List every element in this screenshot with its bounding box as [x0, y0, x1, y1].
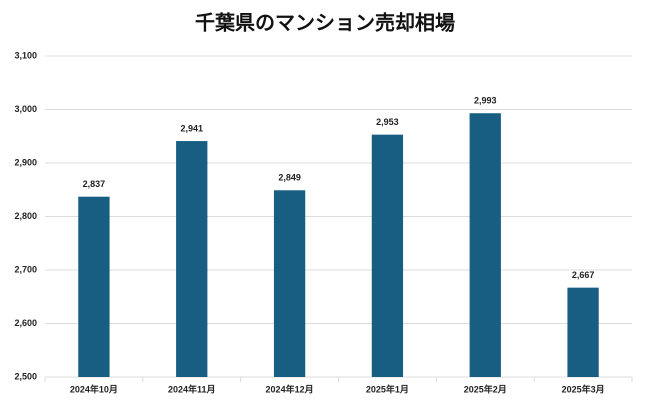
x-tick-label: 2025年2月: [464, 383, 507, 394]
value-label: 2,849: [278, 173, 301, 183]
bar: [567, 287, 599, 377]
value-label: 2,941: [180, 123, 203, 133]
x-tick-label: 2024年11月: [168, 383, 216, 394]
bar: [78, 196, 110, 377]
y-tick-label: 2,800: [14, 211, 37, 221]
y-tick-label: 3,000: [14, 104, 37, 114]
x-tick-label: 2025年1月: [366, 383, 409, 394]
x-tick-label: 2024年10月: [70, 383, 118, 394]
y-tick-label: 2,700: [14, 264, 37, 274]
bar: [273, 190, 306, 377]
y-tick-label: 3,100: [14, 50, 37, 60]
bar: [371, 134, 404, 377]
bar: [469, 113, 501, 378]
chart-title: 千葉県のマンション売却相場: [195, 10, 455, 34]
y-tick-label: 2,600: [14, 318, 37, 328]
value-label: 2,993: [474, 96, 497, 106]
y-tick-label: 2,900: [14, 157, 37, 167]
value-label: 2,837: [83, 179, 106, 189]
y-tick-label: 2,500: [14, 371, 37, 381]
x-tick-label: 2024年12月: [266, 383, 314, 394]
value-label: 2,953: [376, 117, 399, 127]
x-tick-label: 2025年3月: [562, 383, 605, 394]
value-label: 2,667: [572, 270, 595, 280]
bar: [176, 141, 208, 377]
